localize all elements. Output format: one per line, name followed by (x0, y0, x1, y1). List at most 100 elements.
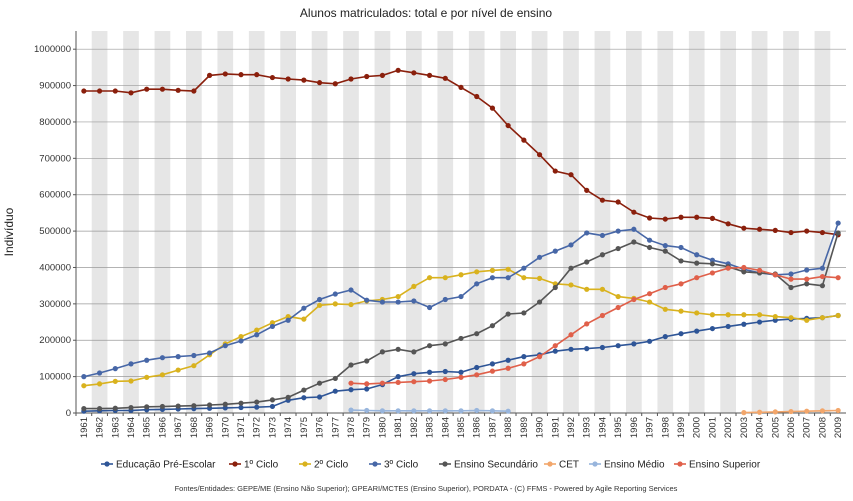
point-1-ciclo-1970 (222, 71, 228, 77)
x-tick-label: 2006 (786, 417, 797, 438)
point-2-ciclo-1965 (144, 374, 150, 380)
point-3-ciclo-1962 (96, 370, 103, 376)
point-ensino-secundario-2009 (835, 230, 841, 236)
x-tick-label: 1969 (205, 417, 216, 438)
point-ensino-superior-1986 (474, 372, 480, 378)
point-educacao-pre-escolar-1978 (348, 387, 354, 393)
series-1-ciclo (81, 67, 841, 238)
point-1-ciclo-1968 (191, 88, 197, 94)
point-2-ciclo-1999 (678, 308, 684, 314)
point-ensino-superior-2008 (819, 273, 826, 280)
series-ensino-secundario (81, 230, 841, 412)
point-1-ciclo-2003 (741, 225, 747, 231)
x-tick-label: 1993 (582, 417, 593, 438)
stripe-1986 (468, 31, 485, 413)
point-educacao-pre-escolar-1982 (411, 371, 417, 377)
y-tick-label: 500000 (39, 226, 71, 237)
x-tick-label: 1964 (126, 417, 137, 438)
legend-marker-ensino-medio (592, 461, 598, 467)
point-1-ciclo-1991 (552, 168, 558, 174)
point-ensino-superior-1988 (505, 365, 511, 371)
point-2-ciclo-1971 (238, 334, 244, 340)
point-ensino-superior-2000 (694, 275, 700, 281)
legend-marker-3-ciclo (372, 461, 378, 467)
x-tick-label: 1997 (645, 417, 656, 438)
stripe-2000 (688, 31, 705, 413)
point-3-ciclo-1997 (646, 237, 653, 243)
point-2-ciclo-1967 (175, 367, 181, 373)
legend-label-educacao-pre-escolar: Educação Pré-Escolar (116, 460, 216, 471)
legend-marker-ensino-superior (677, 461, 683, 467)
point-3-ciclo-1980 (379, 299, 386, 305)
legend-item-1-ciclo: 1º Ciclo (229, 460, 279, 471)
legend-item-2-ciclo: 2º Ciclo (299, 460, 349, 471)
point-2-ciclo-1987 (489, 267, 496, 273)
stripe-1982 (406, 31, 422, 413)
point-3-ciclo-1994 (599, 232, 606, 239)
point-educacao-pre-escolar-1994 (599, 344, 606, 351)
stripe-1992 (563, 31, 579, 413)
point-ensino-secundario-1992 (568, 265, 574, 271)
point-3-ciclo-2006 (788, 271, 794, 277)
point-ensino-secundario-1964 (128, 404, 134, 411)
x-tick-label: 1966 (157, 417, 168, 438)
point-2-ciclo-2008 (819, 315, 826, 321)
point-educacao-pre-escolar-2005 (772, 317, 778, 323)
point-3-ciclo-1965 (144, 357, 150, 363)
stripe-1968 (186, 31, 202, 413)
point-2-ciclo-1962 (96, 381, 103, 387)
point-1-ciclo-1996 (631, 209, 637, 215)
point-3-ciclo-1981 (395, 299, 401, 305)
point-3-ciclo-2009 (835, 220, 841, 226)
stripe-2008 (814, 31, 831, 413)
x-tick-label: 1982 (409, 417, 420, 438)
point-3-ciclo-2001 (709, 257, 716, 263)
legend-label-3-ciclo: 3º Ciclo (384, 460, 419, 471)
stripe-2006 (783, 31, 799, 413)
point-3-ciclo-1979 (364, 297, 370, 303)
point-2-ciclo-1966 (159, 372, 166, 378)
legend-label-2-ciclo: 2º Ciclo (314, 460, 349, 471)
point-2-ciclo-1998 (662, 306, 668, 312)
point-ensino-secundario-1968 (191, 403, 197, 409)
series-educacao-pre-escolar (81, 312, 841, 414)
point-3-ciclo-1992 (568, 242, 574, 248)
x-tick-label: 1976 (315, 417, 326, 438)
point-1-ciclo-1984 (442, 75, 448, 81)
point-2-ciclo-1994 (599, 286, 606, 292)
point-1-ciclo-1961 (81, 88, 87, 94)
point-ensino-secundario-1999 (678, 258, 684, 264)
stripe-1990 (531, 31, 548, 413)
point-3-ciclo-1970 (222, 343, 228, 349)
point-1-ciclo-2006 (788, 229, 794, 236)
point-ensino-medio-1980 (379, 408, 386, 414)
point-cet-2005 (772, 409, 778, 415)
point-educacao-pre-escolar-1973 (269, 403, 276, 410)
point-2-ciclo-1972 (254, 327, 260, 333)
series-cet (741, 407, 841, 416)
point-ensino-superior-1998 (662, 284, 668, 291)
stripe-1974 (280, 31, 296, 413)
point-cet-2007 (804, 408, 810, 414)
point-ensino-secundario-1963 (112, 405, 118, 411)
point-ensino-secundario-2008 (819, 283, 826, 289)
point-educacao-pre-escolar-1986 (474, 364, 480, 371)
point-ensino-superior-1991 (552, 343, 558, 349)
point-2-ciclo-2009 (835, 312, 841, 319)
point-1-ciclo-1997 (646, 215, 653, 221)
point-ensino-secundario-1990 (536, 299, 543, 305)
point-3-ciclo-1977 (332, 291, 338, 297)
stripe-2004 (751, 31, 768, 413)
x-tick-label: 1962 (95, 417, 106, 438)
point-ensino-secundario-1993 (584, 259, 590, 265)
point-3-ciclo-1972 (254, 332, 260, 338)
point-3-ciclo-1986 (474, 281, 480, 287)
point-2-ciclo-1973 (269, 320, 276, 326)
point-ensino-superior-2003 (741, 264, 747, 271)
point-cet-2003 (741, 410, 747, 416)
point-ensino-superior-2009 (835, 275, 841, 281)
point-educacao-pre-escolar-1972 (254, 404, 260, 410)
x-tick-label: 2009 (833, 417, 844, 438)
point-3-ciclo-1999 (678, 244, 684, 251)
x-tick-label: 1996 (629, 417, 640, 438)
